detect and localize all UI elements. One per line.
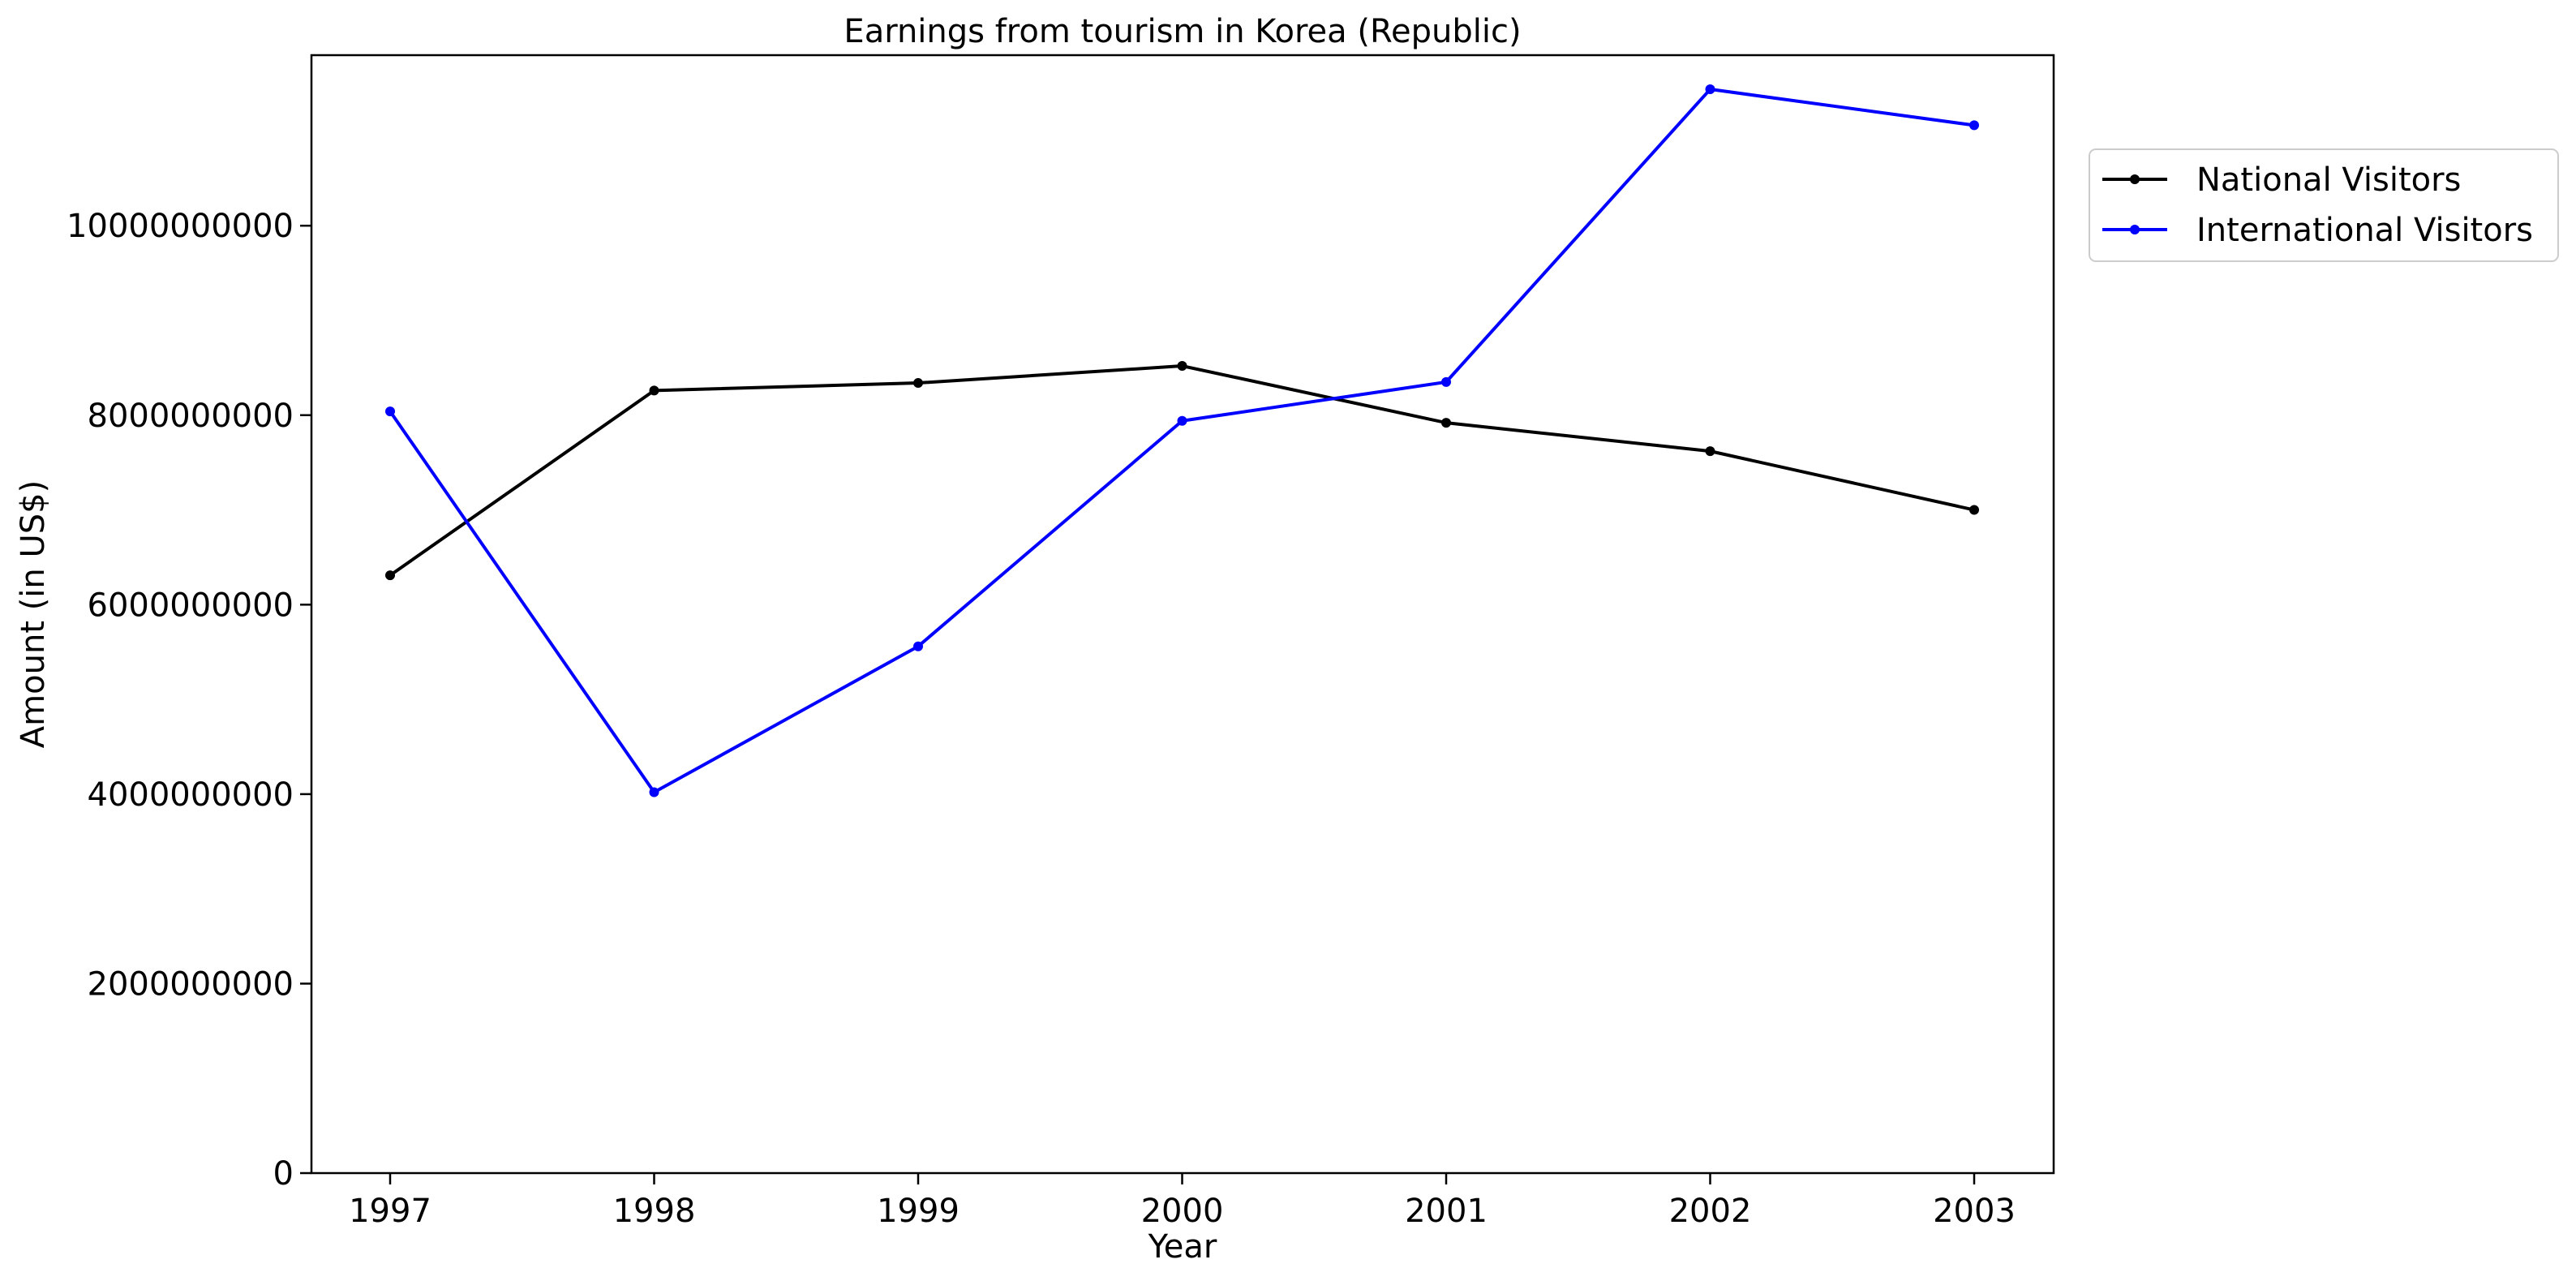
y-tick-label: 0 <box>273 1155 294 1193</box>
y-tick-label: 4000000000 <box>88 776 294 814</box>
data-point <box>1441 418 1451 428</box>
x-tick-label: 1998 <box>613 1193 696 1230</box>
legend-box <box>2089 148 2559 262</box>
series-line <box>389 364 1975 577</box>
data-point <box>1705 84 1715 95</box>
data-point <box>385 570 395 581</box>
x-tick-label: 2001 <box>1405 1193 1488 1230</box>
x-tick-label: 2003 <box>1933 1193 2016 1230</box>
x-tick-label: 2000 <box>1141 1193 1224 1230</box>
y-tick-label: 2000000000 <box>88 965 294 1003</box>
legend-item: National Visitors <box>2102 161 2461 199</box>
y-tick-label: 10000000000 <box>67 208 294 245</box>
chart-title: Earnings from tourism in Korea (Republic… <box>844 13 1521 50</box>
x-tick-label: 1999 <box>877 1193 960 1230</box>
legend-item: International Visitors <box>2102 212 2533 249</box>
x-tick-label: 1997 <box>349 1193 431 1230</box>
data-point <box>385 406 395 417</box>
data-point <box>913 641 923 651</box>
data-point <box>1969 505 1979 515</box>
legend-marker <box>2130 174 2140 184</box>
y-axis: 0 2000000000 4000000000 6000000000 800000000… <box>67 208 311 1193</box>
x-axis: 1997 1998 1999 2000 2001 2002 2003 <box>349 1173 2016 1230</box>
data-point <box>649 385 659 396</box>
y-tick-label: 6000000000 <box>88 587 294 624</box>
data-point <box>1441 376 1451 387</box>
series-lines <box>385 84 1979 797</box>
x-axis-label: Year <box>1148 1228 1217 1266</box>
data-point <box>1705 446 1715 457</box>
legend: National Visitors International Visitors <box>2089 148 2559 262</box>
series-1 <box>385 84 1979 797</box>
y-tick-label: 8000000000 <box>88 398 294 435</box>
series-line <box>389 88 1975 794</box>
data-point <box>1177 415 1187 426</box>
x-tick-label: 2002 <box>1669 1193 1752 1230</box>
legend-label: National Visitors <box>2196 161 2461 199</box>
y-axis-label: Amount (in US$) <box>15 480 52 748</box>
series-0 <box>385 361 1979 581</box>
plot-area <box>310 54 2055 1175</box>
legend-marker <box>2130 225 2140 234</box>
legend-label: International Visitors <box>2196 212 2533 249</box>
data-point <box>913 378 923 389</box>
data-point <box>649 787 659 797</box>
data-point <box>1177 361 1187 372</box>
data-point <box>1969 120 1979 131</box>
